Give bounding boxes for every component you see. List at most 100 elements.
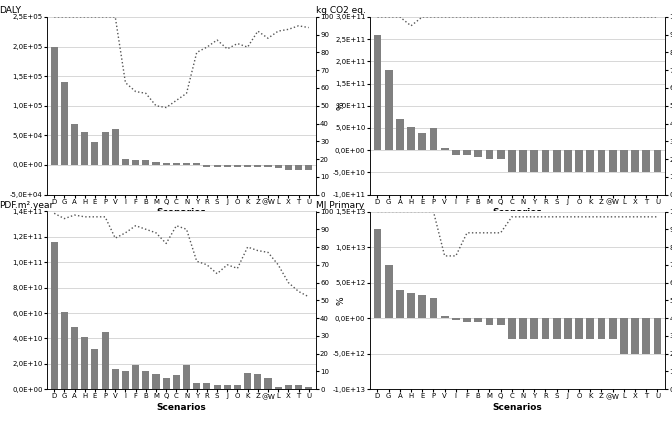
Bar [508, 150, 516, 173]
Bar [564, 318, 572, 339]
Bar [485, 318, 493, 325]
Bar [285, 165, 292, 170]
Bar [214, 385, 220, 389]
Text: MJ Primary: MJ Primary [317, 201, 365, 210]
Bar [122, 159, 129, 165]
Bar [214, 165, 220, 167]
Bar [204, 165, 210, 167]
Bar [631, 150, 639, 173]
Bar [71, 124, 78, 165]
Bar [112, 369, 119, 389]
Bar [193, 163, 200, 165]
Bar [224, 385, 230, 389]
Bar [112, 129, 119, 165]
Bar [497, 318, 505, 325]
Text: PDF.m².year: PDF.m².year [0, 201, 53, 210]
Bar [50, 242, 58, 389]
Bar [396, 119, 404, 150]
Bar [81, 337, 88, 389]
Bar [542, 318, 550, 339]
Bar [50, 47, 58, 165]
Bar [542, 150, 550, 173]
Bar [586, 150, 594, 173]
Bar [396, 290, 404, 318]
Bar [508, 318, 516, 339]
Bar [597, 150, 605, 173]
Bar [122, 371, 129, 389]
Bar [497, 150, 505, 159]
X-axis label: Scenarios: Scenarios [157, 403, 206, 412]
Bar [384, 265, 392, 318]
Bar [142, 160, 149, 165]
Bar [91, 349, 99, 389]
Bar [244, 165, 251, 167]
Bar [193, 383, 200, 389]
Bar [418, 295, 426, 318]
Bar [374, 229, 381, 318]
Bar [452, 318, 460, 319]
Bar [384, 70, 392, 150]
Bar [132, 365, 139, 389]
Y-axis label: %: % [336, 296, 345, 305]
Bar [91, 143, 99, 165]
Bar [264, 165, 271, 167]
Bar [163, 163, 170, 165]
Bar [153, 162, 159, 165]
Bar [275, 165, 282, 168]
Bar [407, 127, 415, 150]
Bar [204, 383, 210, 389]
Bar [142, 371, 149, 389]
Bar [463, 318, 471, 321]
Bar [530, 150, 538, 173]
Bar [575, 318, 583, 339]
Bar [609, 150, 617, 173]
Bar [597, 318, 605, 339]
Bar [305, 165, 312, 170]
Bar [474, 318, 482, 322]
Bar [519, 150, 527, 173]
Bar [564, 150, 572, 173]
Bar [234, 165, 241, 167]
Bar [575, 150, 583, 173]
Bar [173, 375, 180, 389]
Bar [254, 374, 261, 389]
Bar [642, 318, 650, 354]
Bar [163, 378, 170, 389]
Bar [620, 150, 628, 173]
Bar [374, 35, 381, 150]
Text: DALY: DALY [0, 6, 21, 15]
Bar [631, 318, 639, 354]
Bar [153, 374, 159, 389]
Legend: Climate change, Certainty (%): Climate change, Certainty (%) [432, 248, 603, 263]
Bar [653, 150, 661, 173]
Bar [474, 150, 482, 157]
X-axis label: Scenarios: Scenarios [493, 403, 542, 412]
Bar [519, 318, 527, 339]
Bar [173, 163, 180, 165]
Bar [530, 318, 538, 339]
Bar [429, 298, 437, 318]
Bar [305, 387, 312, 389]
Bar [485, 150, 493, 159]
Bar [295, 385, 302, 389]
Bar [441, 148, 449, 150]
Legend: Human health, Certainty (%): Human health, Certainty (%) [99, 248, 264, 263]
Y-axis label: %: % [336, 102, 345, 110]
Bar [132, 160, 139, 165]
Bar [429, 128, 437, 150]
Bar [254, 165, 261, 167]
Bar [275, 387, 282, 389]
Bar [586, 318, 594, 339]
Bar [60, 312, 68, 389]
Bar [620, 318, 628, 354]
Bar [295, 165, 302, 170]
Bar [101, 332, 109, 389]
X-axis label: Scenarios: Scenarios [157, 208, 206, 217]
Bar [183, 163, 190, 165]
Text: kg CO2 eq.: kg CO2 eq. [317, 6, 366, 15]
Bar [101, 132, 109, 165]
Bar [552, 150, 560, 173]
Bar [60, 82, 68, 165]
Bar [609, 318, 617, 339]
Bar [653, 318, 661, 354]
